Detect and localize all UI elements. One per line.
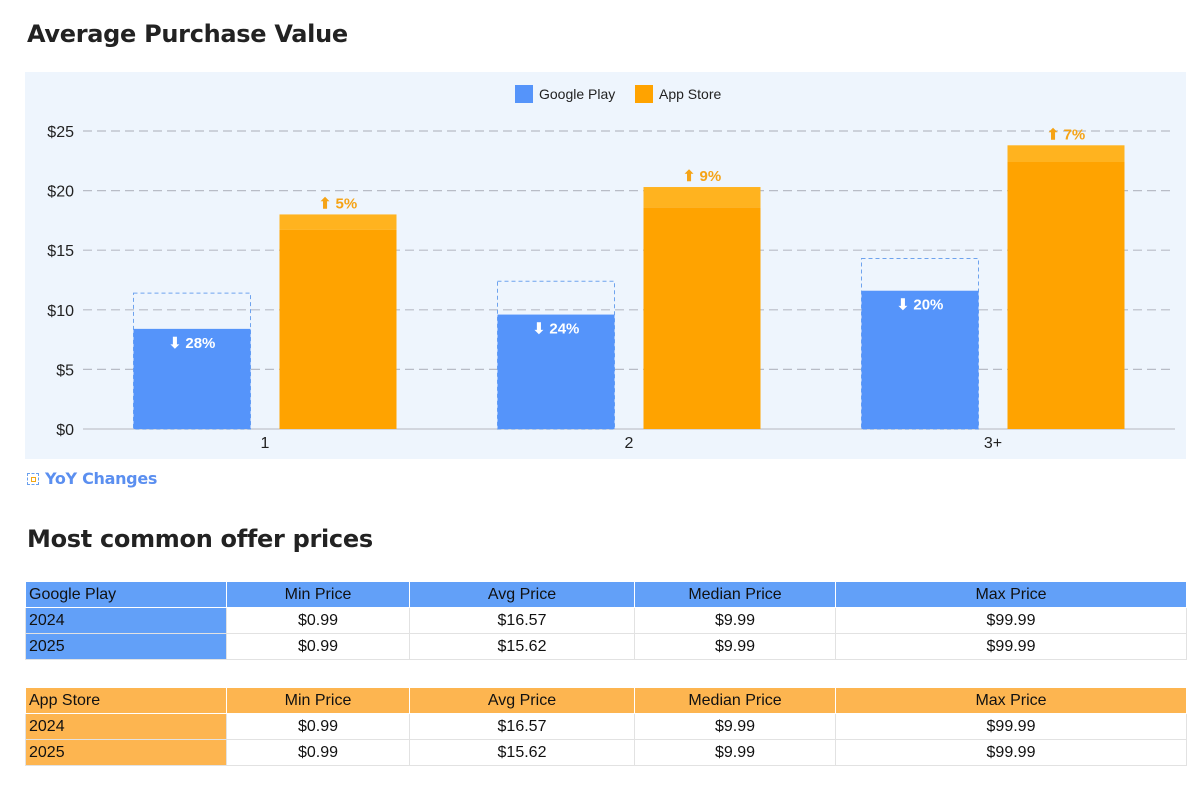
legend-label: App Store bbox=[659, 86, 721, 102]
chart-svg: Google Play App Store $0 $5 $10 $15 $20 $25 ⬇ 28… bbox=[47, 85, 1175, 452]
y-tick-label: $20 bbox=[47, 184, 74, 201]
x-tick-label: 2 bbox=[625, 435, 634, 452]
cell-avg-price: $16.57 bbox=[409, 713, 635, 740]
app-store-growth-segment bbox=[279, 214, 397, 230]
yoy-changes-label: YoY Changes bbox=[45, 469, 158, 488]
cell-max-price: $99.99 bbox=[835, 713, 1187, 740]
table-store-name: Google Play bbox=[25, 581, 227, 608]
y-tick-label: $10 bbox=[47, 303, 74, 320]
column-header-avg: Avg Price bbox=[409, 687, 635, 714]
chart-title: Average Purchase Value bbox=[27, 20, 348, 48]
y-tick-label: $5 bbox=[56, 362, 74, 379]
cell-avg-price: $16.57 bbox=[409, 607, 635, 634]
column-header-min: Min Price bbox=[226, 687, 410, 714]
bar-chart: Google Play App Store $0 $5 $10 $15 $20 $25 ⬇ 28… bbox=[25, 72, 1186, 459]
cell-median-price: $9.99 bbox=[634, 713, 836, 740]
legend-swatch-app-store bbox=[635, 85, 653, 103]
y-tick-label: $0 bbox=[56, 422, 74, 439]
app-store-yoy-label: ⬆ 5% bbox=[319, 195, 357, 212]
cell-max-price: $99.99 bbox=[835, 607, 1187, 634]
google-play-price-table: Google Play Min Price Avg Price Median P… bbox=[25, 581, 1187, 660]
app-store-yoy-label: ⬆ 9% bbox=[683, 168, 721, 185]
table-header-row: App Store Min Price Avg Price Median Pri… bbox=[25, 687, 1187, 714]
column-header-median: Median Price bbox=[634, 581, 836, 608]
cell-min-price: $0.99 bbox=[226, 739, 410, 766]
app-store-bar bbox=[643, 207, 761, 429]
table-row: 2025 $0.99 $15.62 $9.99 $99.99 bbox=[25, 633, 1187, 660]
google-play-bar bbox=[861, 290, 979, 429]
y-tick-label: $25 bbox=[47, 124, 74, 141]
row-year: 2024 bbox=[25, 713, 227, 740]
column-header-max: Max Price bbox=[835, 581, 1187, 608]
cell-min-price: $0.99 bbox=[226, 713, 410, 740]
cell-median-price: $9.99 bbox=[634, 633, 836, 660]
row-year: 2025 bbox=[25, 739, 227, 766]
column-header-median: Median Price bbox=[634, 687, 836, 714]
x-tick-label: 1 bbox=[261, 435, 270, 452]
row-year: 2025 bbox=[25, 633, 227, 660]
cell-avg-price: $15.62 bbox=[409, 739, 635, 766]
cell-avg-price: $15.62 bbox=[409, 633, 635, 660]
table-row: 2024 $0.99 $16.57 $9.99 $99.99 bbox=[25, 607, 1187, 634]
app-store-bar bbox=[279, 229, 397, 429]
google-play-yoy-label: ⬇ 24% bbox=[533, 321, 580, 338]
google-play-yoy-label: ⬇ 28% bbox=[169, 335, 216, 352]
cell-max-price: $99.99 bbox=[835, 633, 1187, 660]
column-header-max: Max Price bbox=[835, 687, 1187, 714]
x-tick-label: 3+ bbox=[984, 435, 1002, 452]
table-section-title: Most common offer prices bbox=[27, 525, 373, 553]
app-store-yoy-label: ⬆ 7% bbox=[1047, 126, 1085, 143]
column-header-avg: Avg Price bbox=[409, 581, 635, 608]
cell-min-price: $0.99 bbox=[226, 607, 410, 634]
app-store-price-table: App Store Min Price Avg Price Median Pri… bbox=[25, 687, 1187, 766]
legend-label: Google Play bbox=[539, 86, 615, 102]
google-play-yoy-label: ⬇ 20% bbox=[897, 297, 944, 314]
cell-max-price: $99.99 bbox=[835, 739, 1187, 766]
google-play-bar bbox=[133, 328, 251, 429]
app-store-bar bbox=[1007, 161, 1125, 429]
cell-median-price: $9.99 bbox=[634, 607, 836, 634]
app-store-growth-segment bbox=[1007, 145, 1125, 162]
app-store-growth-segment bbox=[643, 187, 761, 208]
row-year: 2024 bbox=[25, 607, 227, 634]
legend-swatch-google-play bbox=[515, 85, 533, 103]
table-row: 2025 $0.99 $15.62 $9.99 $99.99 bbox=[25, 739, 1187, 766]
cell-min-price: $0.99 bbox=[226, 633, 410, 660]
table-store-name: App Store bbox=[25, 687, 227, 714]
y-tick-label: $15 bbox=[47, 243, 74, 260]
yoy-changes-legend[interactable]: YoY Changes bbox=[27, 469, 157, 488]
table-row: 2024 $0.99 $16.57 $9.99 $99.99 bbox=[25, 713, 1187, 740]
cell-median-price: $9.99 bbox=[634, 739, 836, 766]
dashed-box-icon bbox=[27, 472, 39, 485]
table-header-row: Google Play Min Price Avg Price Median P… bbox=[25, 581, 1187, 608]
column-header-min: Min Price bbox=[226, 581, 410, 608]
google-play-bar bbox=[497, 314, 615, 429]
